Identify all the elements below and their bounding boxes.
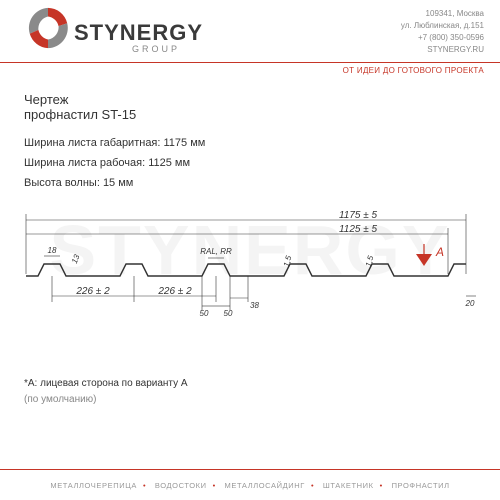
contact-city: 109341, Москва bbox=[401, 8, 484, 20]
dim-overall: 1175 ± 5 bbox=[339, 210, 378, 221]
dim-h15b: 1,5 bbox=[364, 254, 376, 268]
dim-working: 1125 ± 5 bbox=[339, 224, 378, 235]
title-line-2: профнастил ST-15 bbox=[24, 107, 476, 122]
marker-a: A bbox=[435, 245, 444, 259]
dim-pitch-1: 226 ± 2 bbox=[75, 286, 110, 297]
title-line-1: Чертеж bbox=[24, 92, 476, 107]
dim-18: 18 bbox=[48, 246, 57, 255]
dim-h15a: 1,5 bbox=[282, 254, 294, 268]
dim-13: 13 bbox=[70, 253, 82, 265]
variant-note: *А: лицевая сторона по варианту А (по ум… bbox=[24, 376, 188, 408]
label-ral: RAL, RR bbox=[200, 247, 232, 256]
brand-sub: GROUP bbox=[132, 44, 180, 54]
brand-name: STYNERGY bbox=[74, 20, 203, 46]
contact-site: STYNERGY.RU bbox=[401, 44, 484, 56]
dim-50a: 50 bbox=[200, 309, 209, 318]
variant-line: *А: лицевая сторона по варианту А bbox=[24, 376, 188, 392]
spec-overall: Ширина листа габаритная: 1175 мм bbox=[24, 134, 476, 154]
cat-5: ПРОФНАСТИЛ bbox=[392, 481, 450, 490]
cat-2: ВОДОСТОКИ bbox=[155, 481, 207, 490]
slogan: ОТ ИДЕИ ДО ГОТОВОГО ПРОЕКТА bbox=[343, 66, 484, 75]
variant-sub: (по умолчанию) bbox=[24, 392, 188, 408]
dim-38: 38 bbox=[250, 301, 259, 310]
spec-height: Высота волны: 15 мм bbox=[24, 174, 476, 194]
cat-3: МЕТАЛЛОСАЙДИНГ bbox=[225, 481, 305, 490]
divider-bottom bbox=[0, 469, 500, 470]
spec-working: Ширина листа рабочая: 1125 мм bbox=[24, 154, 476, 174]
contact-phone: +7 (800) 350-0596 bbox=[401, 32, 484, 44]
cat-1: МЕТАЛЛОЧЕРЕПИЦА bbox=[50, 481, 137, 490]
dim-50b: 50 bbox=[224, 309, 233, 318]
brand-main: STYNERGY bbox=[74, 20, 203, 45]
profile-drawing: 1175 ± 5 1125 ± 5 18 13 226 ± 2 226 ± 2 … bbox=[18, 210, 482, 330]
contact-block: 109341, Москва ул. Люблинская, д.151 +7 … bbox=[401, 8, 484, 56]
dim-20: 20 bbox=[465, 299, 475, 308]
divider-top bbox=[0, 62, 500, 63]
dim-pitch-2: 226 ± 2 bbox=[157, 286, 192, 297]
cat-4: ШТАКЕТНИК bbox=[323, 481, 374, 490]
logo bbox=[24, 4, 72, 57]
content: Чертеж профнастил ST-15 Ширина листа габ… bbox=[24, 92, 476, 193]
footer-categories: МЕТАЛЛОЧЕРЕПИЦА• ВОДОСТОКИ• МЕТАЛЛОСАЙДИ… bbox=[0, 481, 500, 490]
contact-addr: ул. Люблинская, д.151 bbox=[401, 20, 484, 32]
